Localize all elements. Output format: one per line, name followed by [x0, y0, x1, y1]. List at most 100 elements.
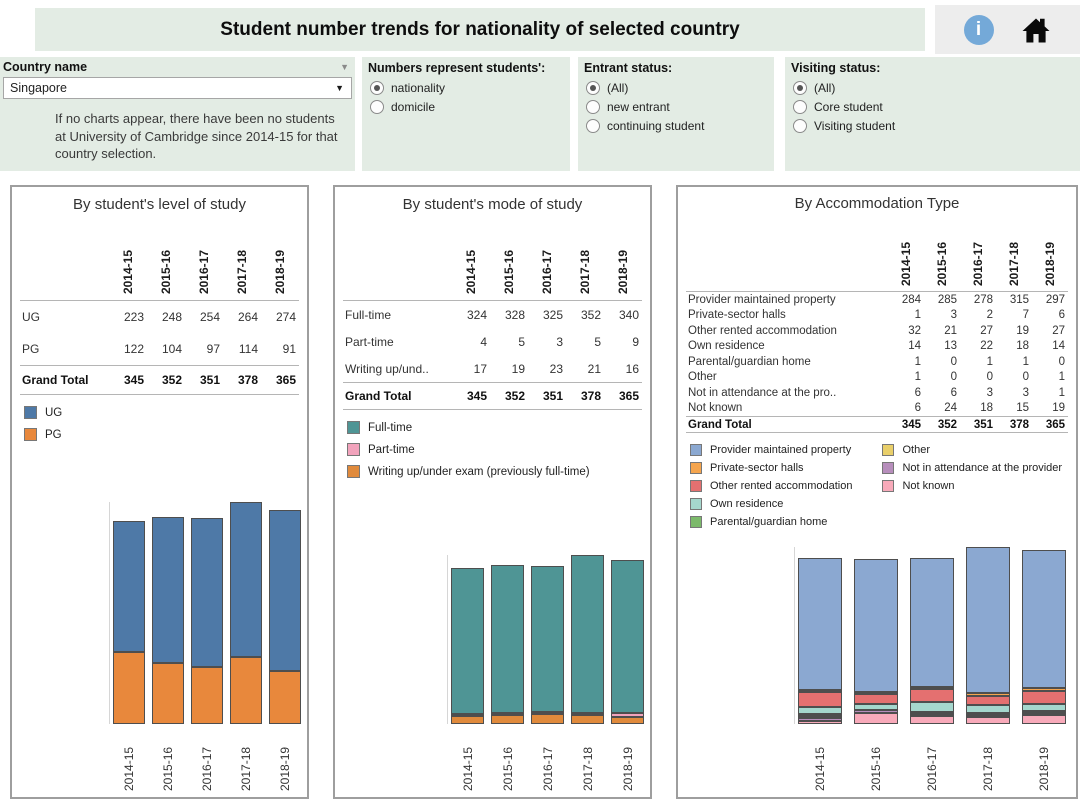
- bar-segment-provider-maintained-property[interactable]: [910, 558, 954, 687]
- filter-menu-icon[interactable]: ▼: [340, 62, 349, 72]
- country-select[interactable]: Singapore ▼: [3, 77, 352, 99]
- radio-nationality[interactable]: nationality: [370, 81, 570, 95]
- bar-segment-not-in-attendance-at-the-provider[interactable]: [910, 714, 954, 716]
- bar-segment-ug[interactable]: [113, 521, 145, 652]
- home-icon[interactable]: [1020, 15, 1052, 45]
- radio-continuing-student[interactable]: continuing student: [586, 119, 774, 133]
- legend-item-full-time[interactable]: Full-time: [347, 421, 590, 434]
- bar-segment-parental-guardian-home[interactable]: [910, 712, 954, 714]
- bar-segment-other[interactable]: [798, 716, 842, 718]
- bar-segment-own-residence[interactable]: [1022, 704, 1066, 711]
- radio-all[interactable]: (All): [586, 81, 774, 95]
- bar-segment-full-time[interactable]: [611, 560, 644, 713]
- bar-segment-ug[interactable]: [191, 518, 223, 667]
- bar-segment-part-time[interactable]: [491, 713, 524, 715]
- legend-item-other-rented-accommodation[interactable]: Other rented accommodation: [690, 480, 852, 492]
- bar-2017-18[interactable]: [966, 547, 1010, 724]
- radio-visiting-student[interactable]: Visiting student: [793, 119, 1080, 133]
- bar-segment-provider-maintained-property[interactable]: [1022, 550, 1066, 688]
- bar-segment-writing-up-under-exam-previously-full-time[interactable]: [571, 715, 604, 724]
- bar-segment-not-in-attendance-at-the-provider[interactable]: [854, 710, 898, 713]
- info-icon[interactable]: i: [963, 14, 994, 45]
- bar-segment-parental-guardian-home[interactable]: [798, 714, 842, 716]
- bar-2015-16[interactable]: [152, 517, 184, 724]
- bar-segment-writing-up-under-exam-previously-full-time[interactable]: [611, 717, 644, 724]
- bar-segment-writing-up-under-exam-previously-full-time[interactable]: [451, 716, 484, 724]
- bar-segment-other-rented-accommodation[interactable]: [1022, 691, 1066, 704]
- bar-segment-not-known[interactable]: [966, 717, 1010, 724]
- bar-segment-ug[interactable]: [152, 517, 184, 663]
- legend-item-not-in-attendance-at-the-provider[interactable]: Not in attendance at the provider: [882, 462, 1062, 474]
- bar-2014-15[interactable]: [451, 568, 484, 724]
- bar-segment-not-known[interactable]: [854, 713, 898, 724]
- bar-2016-17[interactable]: [191, 518, 223, 724]
- bar-segment-private-sector-halls[interactable]: [910, 687, 954, 689]
- bar-segment-private-sector-halls[interactable]: [966, 693, 1010, 696]
- bar-segment-other-rented-accommodation[interactable]: [910, 689, 954, 702]
- bar-segment-pg[interactable]: [269, 671, 301, 724]
- radio-core-student[interactable]: Core student: [793, 100, 1080, 114]
- legend-item-part-time[interactable]: Part-time: [347, 443, 590, 456]
- bar-2017-18[interactable]: [571, 555, 604, 724]
- bar-segment-provider-maintained-property[interactable]: [966, 547, 1010, 693]
- radio-new-entrant[interactable]: new entrant: [586, 100, 774, 114]
- bar-segment-full-time[interactable]: [451, 568, 484, 714]
- bar-2015-16[interactable]: [491, 565, 524, 724]
- bar-2018-19[interactable]: [269, 510, 301, 724]
- bar-segment-full-time[interactable]: [571, 555, 604, 713]
- legend-item-pg[interactable]: PG: [24, 428, 62, 441]
- bar-segment-part-time[interactable]: [611, 713, 644, 717]
- bar-segment-not-in-attendance-at-the-provider[interactable]: [966, 715, 1010, 717]
- bar-segment-other-rented-accommodation[interactable]: [854, 694, 898, 704]
- bar-segment-private-sector-halls[interactable]: [854, 692, 898, 694]
- legend-item-other[interactable]: Other: [882, 444, 1062, 456]
- bar-segment-not-known[interactable]: [910, 716, 954, 724]
- bar-segment-other-rented-accommodation[interactable]: [966, 696, 1010, 705]
- bar-segment-not-in-attendance-at-the-provider[interactable]: [1022, 713, 1066, 715]
- bar-segment-pg[interactable]: [152, 663, 184, 724]
- bar-2018-19[interactable]: [1022, 550, 1066, 724]
- legend-item-writing-up-under-exam-previously-full-time[interactable]: Writing up/under exam (previously full-t…: [347, 465, 590, 478]
- bar-segment-own-residence[interactable]: [854, 704, 898, 710]
- bar-segment-other[interactable]: [1022, 711, 1066, 713]
- bar-segment-writing-up-under-exam-previously-full-time[interactable]: [491, 715, 524, 724]
- bar-segment-private-sector-halls[interactable]: [1022, 688, 1066, 691]
- bar-2014-15[interactable]: [798, 558, 842, 724]
- bar-segment-not-known[interactable]: [798, 721, 842, 724]
- bar-segment-own-residence[interactable]: [910, 702, 954, 712]
- bar-segment-part-time[interactable]: [571, 713, 604, 715]
- bar-segment-not-in-attendance-at-the-provider[interactable]: [798, 718, 842, 721]
- radio-all[interactable]: (All): [793, 81, 1080, 95]
- bar-segment-writing-up-under-exam-previously-full-time[interactable]: [531, 714, 564, 724]
- bar-2016-17[interactable]: [531, 566, 564, 724]
- bar-segment-part-time[interactable]: [451, 714, 484, 716]
- bar-segment-pg[interactable]: [113, 652, 145, 724]
- legend-item-ug[interactable]: UG: [24, 406, 62, 419]
- legend-item-provider-maintained-property[interactable]: Provider maintained property: [690, 444, 852, 456]
- bar-segment-pg[interactable]: [230, 657, 262, 724]
- bar-segment-part-time[interactable]: [531, 712, 564, 714]
- legend-item-private-sector-halls[interactable]: Private-sector halls: [690, 462, 852, 474]
- bar-segment-pg[interactable]: [191, 667, 223, 724]
- bar-segment-provider-maintained-property[interactable]: [798, 558, 842, 690]
- bar-2017-18[interactable]: [230, 502, 262, 724]
- legend-item-parental-guardian-home[interactable]: Parental/guardian home: [690, 516, 852, 528]
- bar-2018-19[interactable]: [611, 560, 644, 724]
- bar-segment-parental-guardian-home[interactable]: [966, 713, 1010, 715]
- radio-domicile[interactable]: domicile: [370, 100, 570, 114]
- bar-segment-full-time[interactable]: [491, 565, 524, 713]
- bar-segment-provider-maintained-property[interactable]: [854, 559, 898, 692]
- bar-segment-own-residence[interactable]: [966, 705, 1010, 713]
- bar-2015-16[interactable]: [854, 559, 898, 724]
- bar-segment-own-residence[interactable]: [798, 707, 842, 714]
- bar-2016-17[interactable]: [910, 558, 954, 724]
- bar-2014-15[interactable]: [113, 521, 145, 724]
- bar-segment-ug[interactable]: [269, 510, 301, 671]
- legend-item-own-residence[interactable]: Own residence: [690, 498, 852, 510]
- bar-segment-private-sector-halls[interactable]: [798, 690, 842, 692]
- bar-segment-other-rented-accommodation[interactable]: [798, 692, 842, 707]
- legend-item-not-known[interactable]: Not known: [882, 480, 1062, 492]
- bar-segment-full-time[interactable]: [531, 566, 564, 712]
- bar-segment-ug[interactable]: [230, 502, 262, 657]
- bar-segment-not-known[interactable]: [1022, 715, 1066, 724]
